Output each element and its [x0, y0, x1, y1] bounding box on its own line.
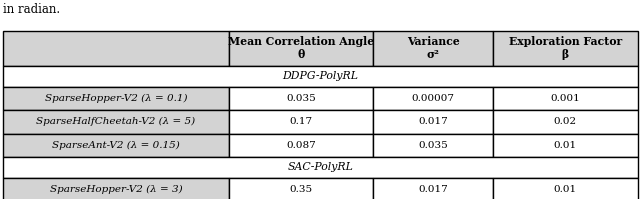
- Bar: [228, 87, 373, 110]
- Text: SAC-PolyRL: SAC-PolyRL: [288, 162, 353, 173]
- Bar: [373, 178, 493, 199]
- Text: Mean Correlation Angle
θ: Mean Correlation Angle θ: [228, 36, 374, 60]
- Bar: [373, 31, 493, 66]
- Text: SparseHalfCheetah-V2 (λ = 5): SparseHalfCheetah-V2 (λ = 5): [36, 117, 195, 126]
- Bar: [3, 31, 228, 66]
- Text: SparseAnt-V2 (λ = 0.15): SparseAnt-V2 (λ = 0.15): [52, 141, 180, 150]
- Text: 0.35: 0.35: [289, 185, 312, 194]
- Text: 0.02: 0.02: [554, 117, 577, 126]
- Bar: [493, 134, 638, 157]
- Text: 0.17: 0.17: [289, 117, 312, 126]
- Text: 0.035: 0.035: [286, 94, 316, 103]
- Text: 0.035: 0.035: [418, 141, 448, 150]
- Bar: [228, 134, 373, 157]
- Text: in radian.: in radian.: [3, 3, 60, 16]
- Text: Exploration Factor
β: Exploration Factor β: [509, 36, 622, 60]
- Text: 0.01: 0.01: [554, 141, 577, 150]
- Bar: [373, 134, 493, 157]
- Text: 0.00007: 0.00007: [412, 94, 454, 103]
- Text: 0.017: 0.017: [418, 185, 448, 194]
- Bar: [493, 87, 638, 110]
- Bar: [228, 178, 373, 199]
- Bar: [373, 87, 493, 110]
- Bar: [493, 31, 638, 66]
- Bar: [493, 178, 638, 199]
- Bar: [3, 178, 228, 199]
- Bar: [3, 66, 638, 87]
- Bar: [493, 110, 638, 134]
- Text: 0.087: 0.087: [286, 141, 316, 150]
- Bar: [3, 157, 638, 178]
- Text: Variance
σ²: Variance σ²: [406, 36, 460, 60]
- Text: 0.01: 0.01: [554, 185, 577, 194]
- Bar: [228, 110, 373, 134]
- Text: DDPG-PolyRL: DDPG-PolyRL: [283, 71, 358, 81]
- Bar: [3, 87, 228, 110]
- Text: SparseHopper-V2 (λ = 3): SparseHopper-V2 (λ = 3): [49, 185, 182, 194]
- Bar: [3, 110, 228, 134]
- Text: 0.017: 0.017: [418, 117, 448, 126]
- Text: 0.001: 0.001: [550, 94, 580, 103]
- Text: SparseHopper-V2 (λ = 0.1): SparseHopper-V2 (λ = 0.1): [45, 94, 187, 103]
- Bar: [373, 110, 493, 134]
- Bar: [228, 31, 373, 66]
- Bar: [3, 134, 228, 157]
